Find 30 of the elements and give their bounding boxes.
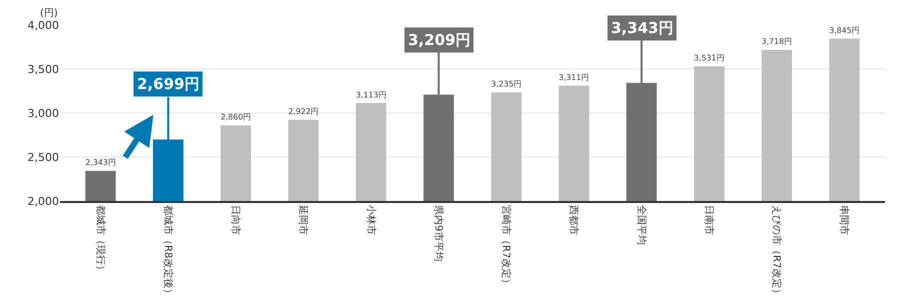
data-label: 3,531円: [694, 54, 724, 63]
data-label: 3,718円: [762, 37, 792, 46]
y-tick-label: 3,500: [28, 62, 59, 76]
y-axis-title: (円): [40, 8, 58, 19]
x-tick-label: 宮崎市（R7改定）: [500, 205, 512, 288]
y-tick-label: 3,000: [28, 106, 59, 120]
data-label: 2,922円: [288, 107, 319, 116]
data-label: 3,235円: [491, 80, 522, 89]
x-tick-label: 県内9市平均: [432, 205, 444, 262]
data-label: 3,845円: [829, 26, 860, 36]
y-tick-label: 2,500: [28, 150, 59, 164]
annotation: 3,209円: [408, 31, 470, 49]
x-tick-label: 小林市: [364, 205, 377, 235]
x-tick-label: 都城市（現行）: [94, 205, 106, 275]
x-tick-label: 都城市（R8改定後）: [162, 205, 174, 298]
x-tick-label: 延岡市: [297, 204, 310, 235]
y-tick-label: 2,000: [28, 194, 59, 208]
data-label: 3,311円: [558, 73, 590, 82]
x-tick-label: 串間市: [838, 205, 850, 235]
x-tick-label: 西都市: [568, 205, 580, 235]
data-label: 2,860円: [220, 112, 252, 122]
annotation: 2,699円: [137, 75, 200, 93]
x-tick-label: 日南市: [702, 205, 715, 235]
data-label: 2,343円: [85, 158, 116, 168]
x-tick-label: 日向市: [230, 205, 242, 235]
data-label: 3,113円: [356, 90, 386, 100]
x-tick-label: 全国平均: [635, 205, 648, 245]
x-tick-label: えびの市（R7改定）: [770, 205, 783, 298]
annotation: 3,343円: [611, 19, 674, 37]
y-tick-label: 4,000: [28, 18, 59, 32]
